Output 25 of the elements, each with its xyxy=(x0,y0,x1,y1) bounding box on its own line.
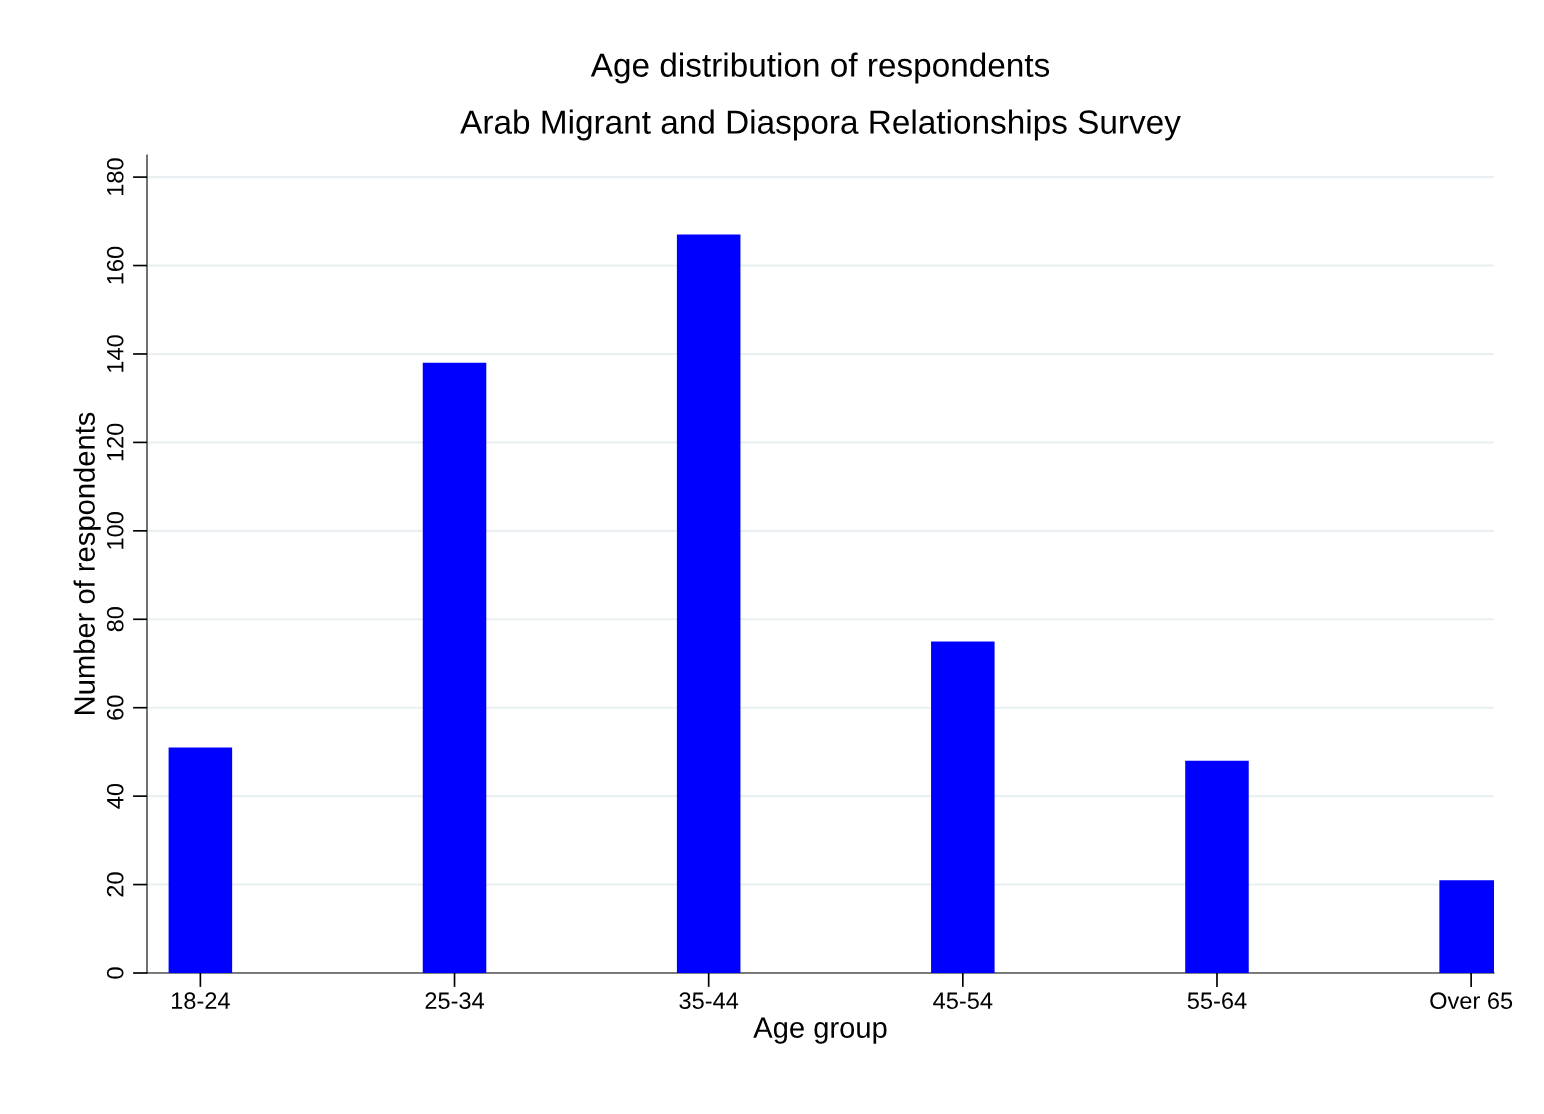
chart-subtitle: Arab Migrant and Diaspora Relationships Survey xyxy=(460,109,1181,141)
y-tick-label: 180 xyxy=(106,158,124,195)
bar xyxy=(422,362,487,973)
x-tick-label: Over 65 xyxy=(1430,992,1513,1010)
y-tick-label: 80 xyxy=(106,607,124,632)
y-tick-label: 60 xyxy=(106,695,124,720)
y-tick-label: 20 xyxy=(106,872,124,897)
x-tick-label: 18-24 xyxy=(171,992,230,1010)
y-tick-label: 0 xyxy=(106,967,124,979)
x-tick-label: 25-34 xyxy=(425,992,485,1010)
y-tick-label: 160 xyxy=(106,246,124,284)
y-tick-label: 100 xyxy=(106,512,124,549)
y-tick-label: 120 xyxy=(106,423,124,461)
x-tick-label: 35-44 xyxy=(679,992,739,1010)
bar xyxy=(1185,760,1249,973)
bar xyxy=(168,747,233,973)
y-axis-title: Number of respondents xyxy=(73,412,101,714)
bar xyxy=(676,234,741,973)
y-tick-label: 40 xyxy=(106,783,124,809)
y-tick-label: 140 xyxy=(106,335,124,372)
x-tick-label: 45-54 xyxy=(933,992,993,1010)
x-axis-title: Age group xyxy=(753,1017,887,1044)
x-tick-label: 55-64 xyxy=(1187,992,1247,1010)
chart-title: Age distribution of respondents xyxy=(590,52,1050,84)
bar xyxy=(931,641,995,973)
